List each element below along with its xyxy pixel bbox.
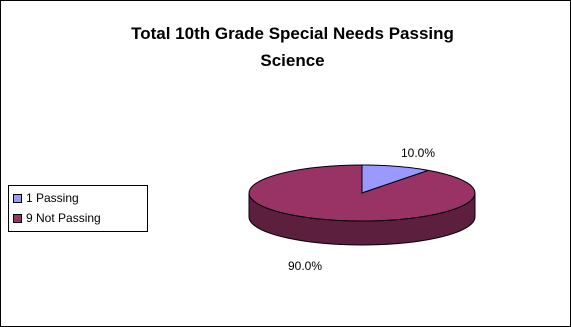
- pie-slice-0: [361, 164, 429, 194]
- pie-slice-1: [248, 164, 476, 222]
- legend-item-not-passing: 9 Not Passing: [9, 208, 147, 228]
- legend-item-passing: 1 Passing: [9, 188, 147, 208]
- chart-legend: 1 Passing 9 Not Passing: [8, 185, 148, 232]
- data-label-1: 90.0%: [288, 259, 322, 273]
- legend-swatch-not-passing: [13, 213, 22, 223]
- legend-label-passing: 1 Passing: [26, 191, 79, 205]
- data-label-0: 10.0%: [401, 146, 435, 160]
- chart-title: Total 10th Grade Special Needs Passing S…: [40, 20, 545, 74]
- legend-swatch-passing: [13, 193, 22, 203]
- chart-title-line-1: Total 10th Grade Special Needs Passing: [131, 24, 454, 43]
- chart-title-line-2: Science: [260, 51, 325, 70]
- legend-label-not-passing: 9 Not Passing: [26, 211, 101, 225]
